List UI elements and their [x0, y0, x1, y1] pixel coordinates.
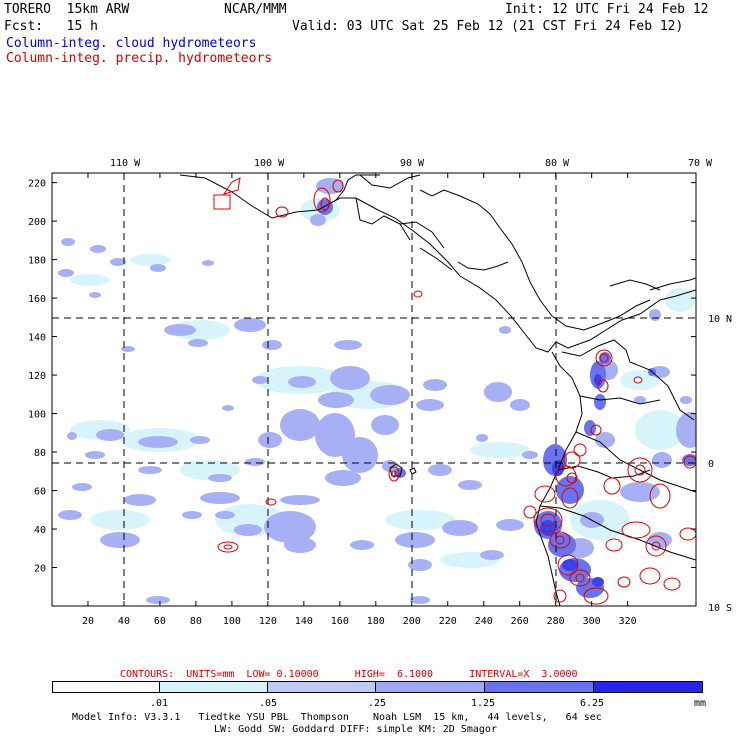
- center-label: NCAR/MMM: [224, 2, 287, 17]
- longitude-labels: 110 W 100 W 90 W 80 W 70 W: [110, 158, 713, 169]
- x-tick-label: 280: [547, 616, 565, 627]
- x-axis-ticks: 20 40 60 80 100 120 140 160 180 200 220 240 260 280 30…: [82, 173, 637, 627]
- scale-label-01: .01: [150, 698, 169, 709]
- precip-contours: [213, 177, 696, 605]
- scale-label-05: .05: [259, 698, 278, 709]
- scale-unit: mm: [694, 698, 707, 709]
- lon-label-70w: 70 W: [688, 158, 713, 169]
- y-tick-label: 200: [28, 217, 46, 228]
- x-tick-label: 300: [583, 616, 601, 627]
- x-tick-label: 260: [511, 616, 529, 627]
- y-tick-label: 60: [34, 487, 46, 498]
- y-tick-label: 20: [34, 564, 46, 575]
- y-tick-label: 180: [28, 256, 46, 267]
- scale-label-625: 6.25: [580, 698, 605, 709]
- forecast-hour: Fcst: 15 h: [4, 19, 98, 34]
- scale-bin-4: [484, 681, 594, 693]
- init-time: Init: 12 UTC Fri 24 Feb 12: [505, 2, 709, 17]
- x-tick-label: 40: [118, 616, 130, 627]
- y-tick-label: 120: [28, 371, 46, 382]
- precip-field-label: Column-integ. precip. hydrometeors: [6, 51, 273, 66]
- x-tick-label: 220: [439, 616, 457, 627]
- x-tick-label: 200: [403, 616, 421, 627]
- scale-bin-3: [375, 681, 485, 693]
- y-tick-label: 80: [34, 448, 46, 459]
- y-axis-ticks: 20 40 60 80 100 120 140 160 180 200 220: [28, 179, 696, 575]
- cloud-field-label: Column-integ. cloud hydrometeors: [6, 36, 257, 51]
- scale-bin-0: [52, 681, 160, 693]
- lat-label-10s: 10 S: [708, 603, 732, 614]
- scale-bin-1: [159, 681, 268, 693]
- scale-label-125: 1.25: [471, 698, 496, 709]
- x-tick-label: 100: [223, 616, 241, 627]
- lon-label-90w: 90 W: [400, 158, 425, 169]
- scale-bin-2: [267, 681, 376, 693]
- x-tick-label: 240: [475, 616, 493, 627]
- lat-lon-grid: [52, 173, 696, 606]
- model-title: TORERO 15km ARW: [4, 2, 130, 17]
- x-tick-label: 140: [295, 616, 313, 627]
- x-tick-label: 20: [82, 616, 94, 627]
- lat-label-0: 0: [708, 459, 714, 470]
- x-tick-label: 60: [154, 616, 166, 627]
- y-tick-label: 140: [28, 333, 46, 344]
- x-tick-label: 80: [190, 616, 202, 627]
- y-tick-label: 220: [28, 179, 46, 190]
- scale-label-25: .25: [368, 698, 387, 709]
- lon-label-100w: 100 W: [254, 158, 285, 169]
- lat-label-10n: 10 N: [708, 314, 732, 325]
- cloud-shading: [58, 178, 696, 604]
- x-tick-label: 120: [259, 616, 277, 627]
- y-tick-label: 100: [28, 410, 46, 421]
- latitude-labels: 10 N 0 10 S: [708, 314, 732, 614]
- y-tick-label: 160: [28, 294, 46, 305]
- lon-label-110w: 110 W: [110, 158, 141, 169]
- y-tick-label: 40: [34, 525, 46, 536]
- x-tick-label: 180: [367, 616, 385, 627]
- plot-frame: [51, 172, 697, 607]
- x-tick-label: 160: [331, 616, 349, 627]
- model-info-line2: LW: Godd SW: Goddard DIFF: simple KM: 2D…: [214, 724, 497, 735]
- scale-bin-5: [593, 681, 703, 693]
- contour-info: CONTOURS: UNITS=mm LOW= 0.10000 HIGH= 6.…: [120, 669, 578, 680]
- x-tick-label: 320: [619, 616, 637, 627]
- valid-time: Valid: 03 UTC Sat 25 Feb 12 (21 CST Fri …: [292, 19, 684, 34]
- lon-label-80w: 80 W: [545, 158, 570, 169]
- model-info-line1: Model Info: V3.3.1 Tiedtke YSU PBL Thomp…: [72, 712, 602, 723]
